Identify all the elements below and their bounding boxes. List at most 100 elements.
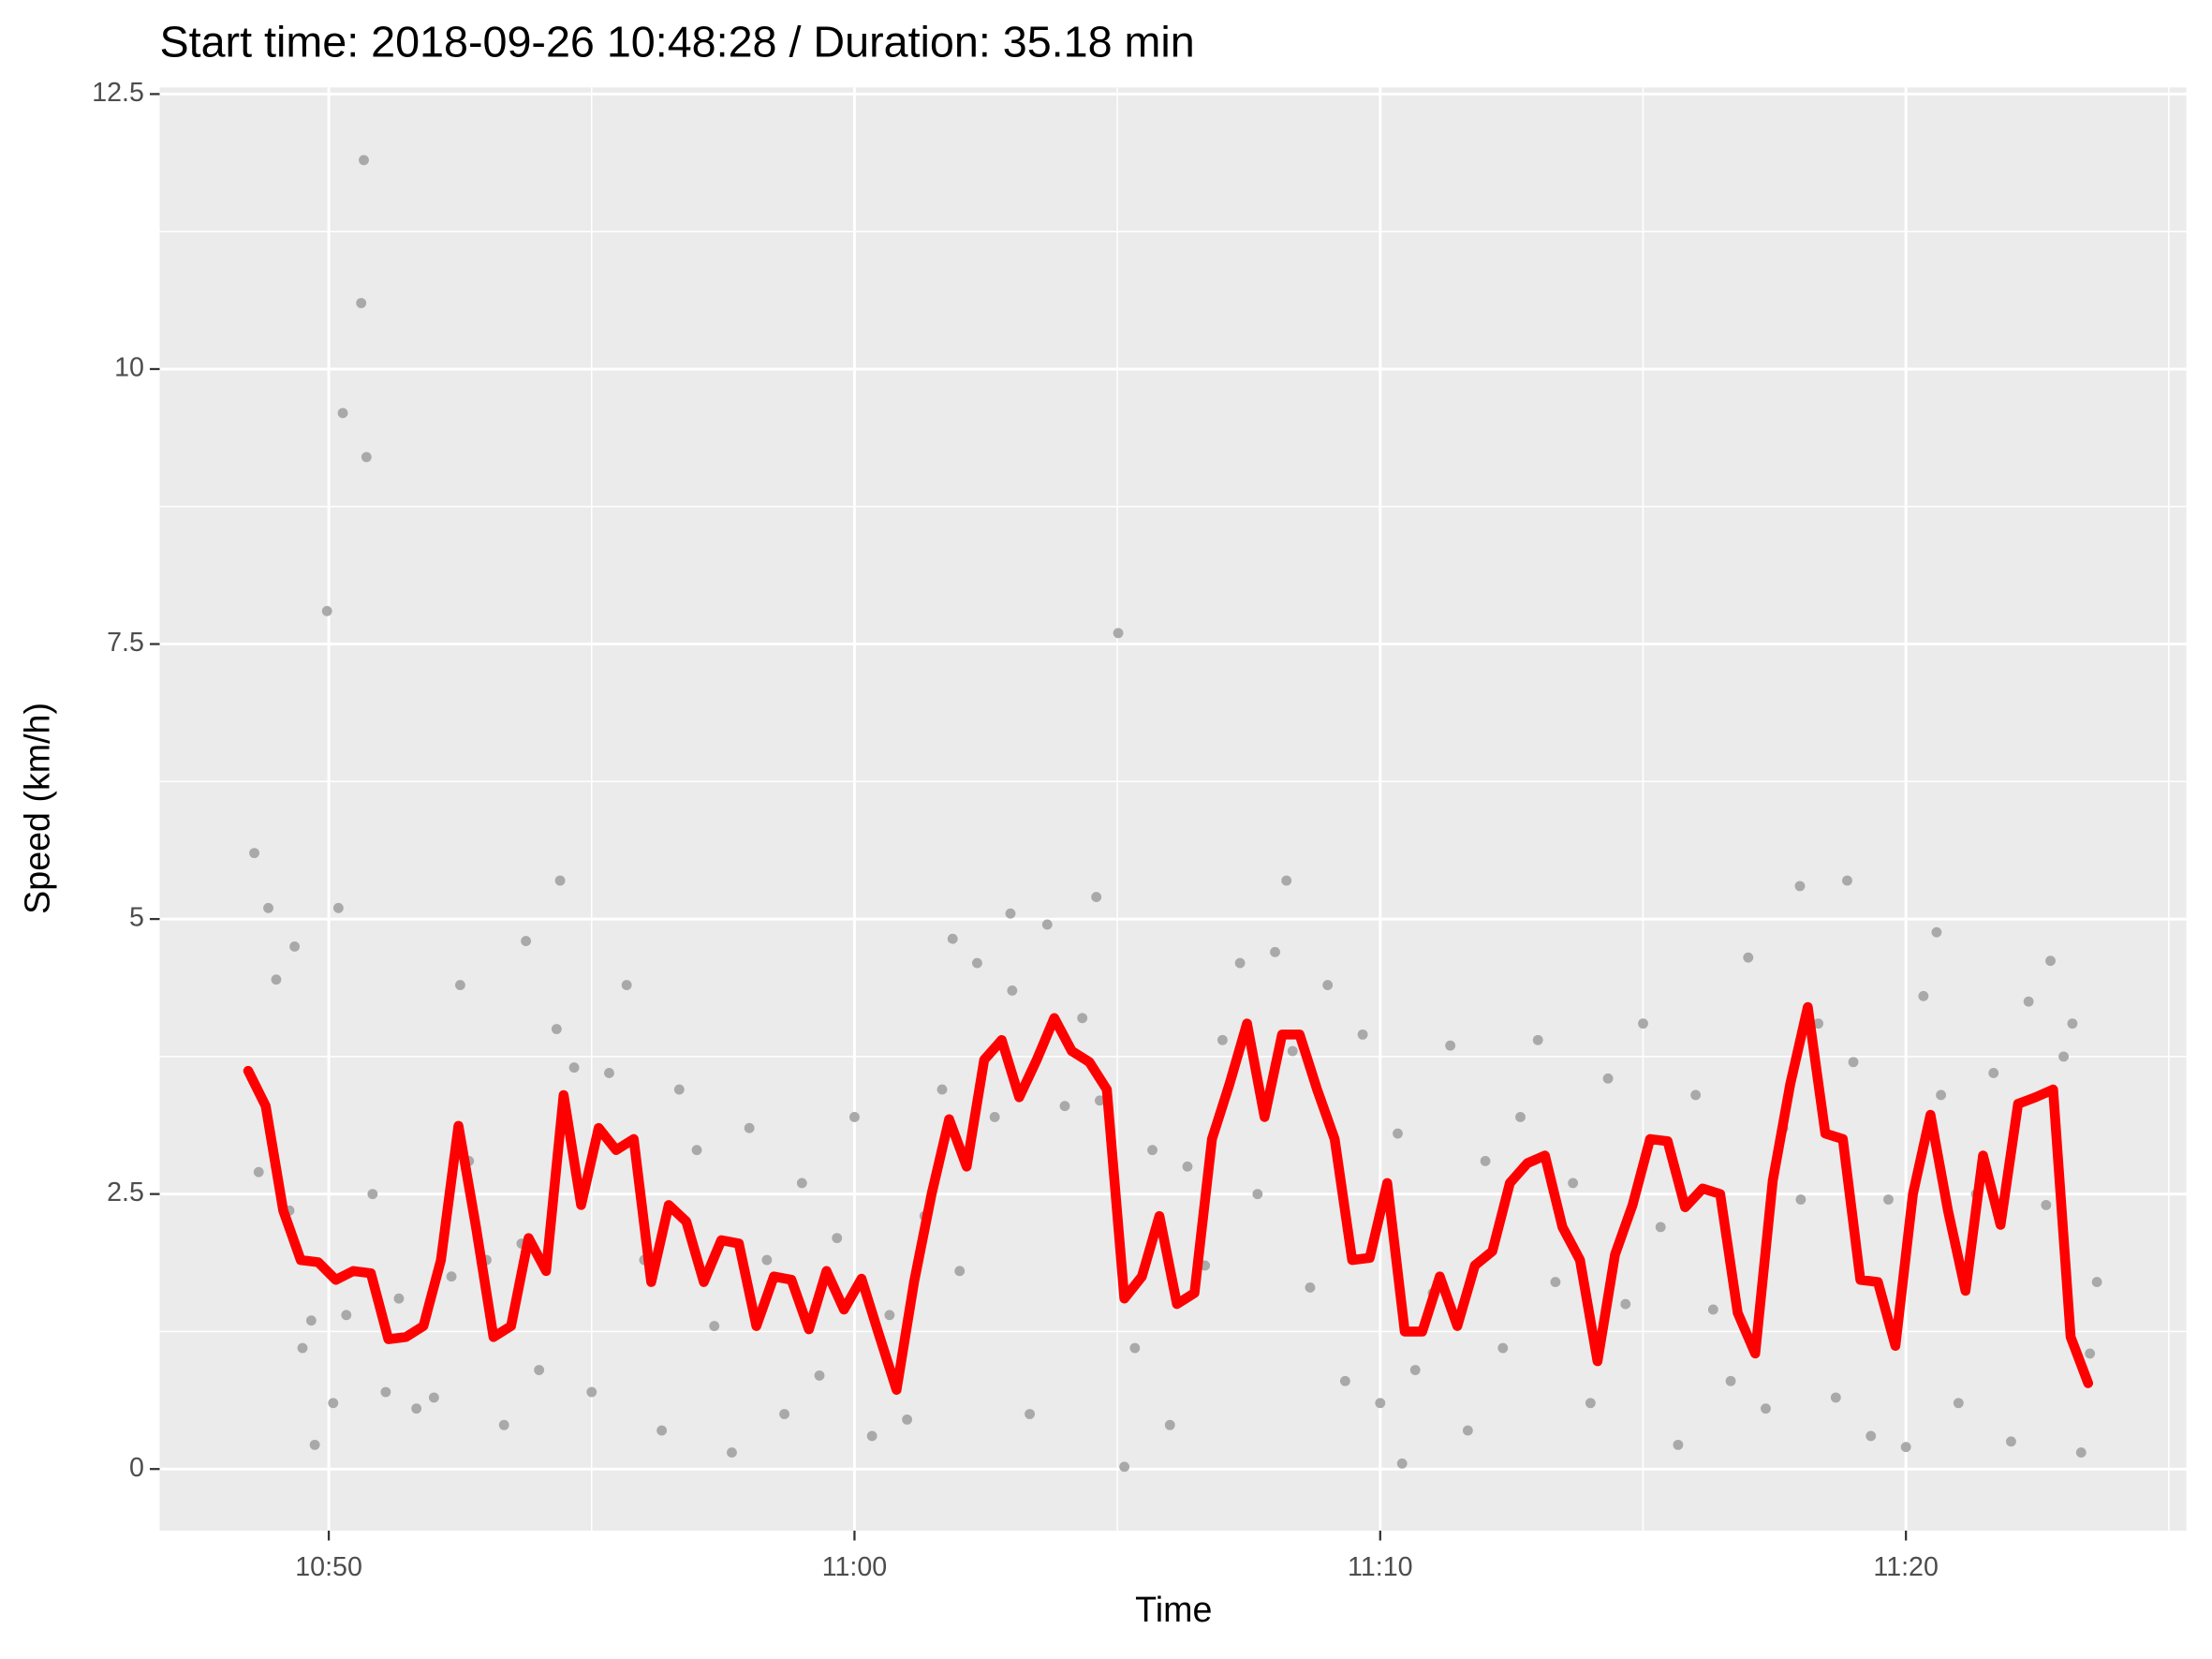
y-axis-title: Speed (km/h) (17, 703, 56, 914)
data-point (586, 1386, 597, 1398)
data-point (1305, 1282, 1316, 1293)
data-point (309, 1439, 320, 1450)
data-point (1532, 1034, 1543, 1045)
data-point (2023, 996, 2034, 1007)
data-point (1585, 1398, 1596, 1409)
data-point (332, 902, 344, 913)
data-point (1375, 1398, 1386, 1409)
data-point (1059, 1101, 1070, 1112)
data-point (454, 980, 465, 990)
data-point (1761, 1403, 1771, 1415)
data-point (1550, 1277, 1561, 1288)
x-tick-label: 11:20 (1873, 1552, 1938, 1582)
data-point (954, 1266, 966, 1277)
data-point (1091, 892, 1102, 903)
data-point (428, 1392, 439, 1403)
data-point (356, 298, 367, 308)
data-point (866, 1430, 877, 1442)
data-point (673, 1084, 685, 1095)
data-point (446, 1271, 457, 1282)
data-point (521, 936, 532, 946)
data-point (411, 1403, 422, 1415)
data-point (972, 957, 982, 969)
data-point (709, 1321, 720, 1331)
data-point (1164, 1419, 1175, 1430)
data-point (779, 1409, 790, 1419)
data-point (761, 1254, 773, 1266)
data-point (249, 848, 259, 859)
data-point (1936, 1089, 1947, 1101)
data-point (947, 933, 958, 944)
data-point (1147, 1145, 1158, 1156)
data-point (1041, 919, 1053, 930)
data-point (989, 1112, 1000, 1122)
data-point (1743, 952, 1754, 963)
data-point (1396, 1458, 1408, 1469)
data-point (1129, 1342, 1141, 1354)
data-point (832, 1233, 843, 1244)
data-point (1322, 980, 1334, 990)
data-point (534, 1365, 545, 1375)
data-point (1270, 946, 1280, 957)
data-point (1445, 1040, 1456, 1051)
data-point (1795, 1194, 1806, 1205)
data-point (2085, 1348, 2096, 1359)
data-point (1357, 1029, 1368, 1040)
data-point (1281, 875, 1292, 886)
data-point (367, 1189, 378, 1200)
data-point (1848, 1057, 1859, 1068)
data-point (2058, 1051, 2069, 1062)
data-point (1252, 1189, 1263, 1200)
data-point (1119, 1461, 1130, 1473)
data-point (2045, 955, 2056, 967)
data-point (1480, 1155, 1491, 1166)
data-point (253, 1166, 264, 1178)
data-point (744, 1122, 755, 1133)
data-point (337, 407, 348, 419)
data-point (1931, 926, 1942, 938)
data-point (271, 974, 282, 985)
line (243, 1001, 2094, 1395)
data-point (380, 1386, 391, 1398)
data-point (1655, 1222, 1666, 1233)
data-point (1918, 990, 1929, 1001)
data-point (341, 1310, 352, 1321)
data-point (2041, 1199, 2052, 1210)
data-point (656, 1425, 668, 1436)
data-point (1217, 1034, 1228, 1045)
data-point (902, 1414, 912, 1425)
data-point (1707, 1304, 1718, 1315)
data-point (289, 941, 301, 952)
data-point (1339, 1375, 1350, 1386)
data-point (1568, 1178, 1579, 1189)
data-point (498, 1419, 509, 1430)
data-point (551, 1024, 562, 1034)
y-tick-label: 10 (114, 353, 144, 383)
x-axis-title: Time (1135, 1590, 1212, 1629)
data-point (604, 1068, 614, 1078)
data-point (1113, 628, 1124, 639)
data-point (1497, 1342, 1509, 1354)
data-point (1234, 957, 1246, 969)
data-point (1602, 1073, 1614, 1084)
data-point (1865, 1430, 1877, 1442)
y-tick-label: 12.5 (92, 78, 144, 108)
data-point (2075, 1447, 2087, 1459)
data-point (2006, 1436, 2016, 1447)
data-point (1953, 1398, 1964, 1409)
y-tick-label: 2.5 (107, 1178, 144, 1207)
x-tick-label: 11:00 (822, 1552, 887, 1582)
data-point (796, 1178, 807, 1189)
data-point (297, 1342, 308, 1354)
data-point (691, 1145, 702, 1156)
data-point (849, 1112, 860, 1122)
data-point (1393, 1128, 1403, 1139)
y-tick-label: 5 (129, 903, 144, 933)
data-point (568, 1062, 580, 1074)
data-point (393, 1293, 405, 1304)
data-point (1813, 1018, 1824, 1029)
y-tick-label: 0 (129, 1453, 144, 1483)
data-point (321, 605, 332, 616)
data-point (361, 452, 372, 463)
data-point (1077, 1013, 1088, 1024)
